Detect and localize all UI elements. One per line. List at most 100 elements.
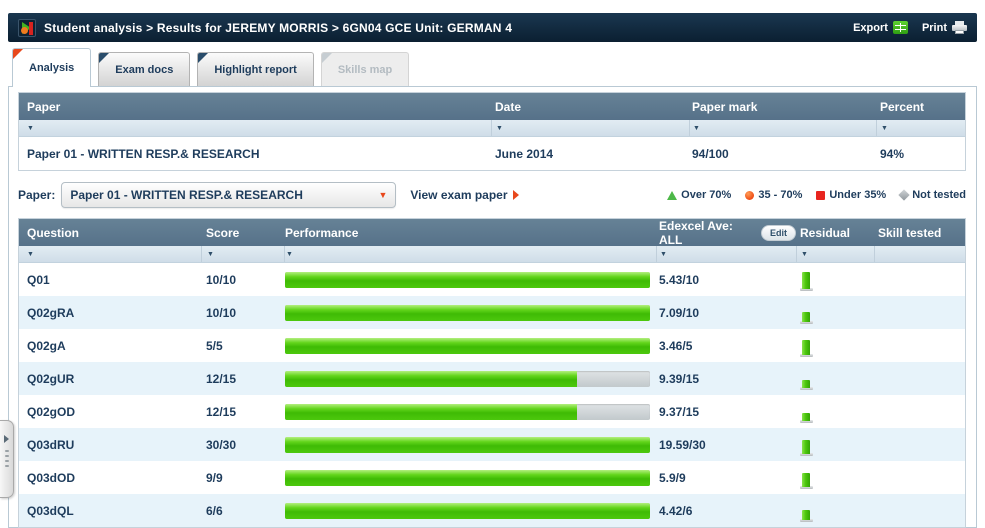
col-header-date: Date	[495, 99, 522, 114]
performance-cell	[284, 304, 656, 321]
question-row-q03dql[interactable]: Q03dQL 6/6 4.42/6	[19, 494, 965, 527]
residual-cell	[796, 434, 874, 456]
print-label: Print	[921, 21, 947, 34]
question-cell: Q02gOD	[27, 404, 76, 419]
performance-bar-fill	[285, 370, 577, 387]
filter-paper-mark[interactable]: ▼	[689, 120, 876, 136]
score-cell: 30/30	[206, 437, 237, 452]
edexcel-ave-cell: 19.59/30	[659, 437, 706, 452]
performance-bar-fill	[285, 469, 650, 486]
residual-cell	[796, 401, 874, 423]
tab-exam-docs[interactable]: Exam docs	[98, 52, 191, 86]
edexcel-ave-cell: 3.46/5	[659, 338, 693, 353]
export-button[interactable]: Export	[853, 21, 908, 34]
filter-dropdown-icon: ▼	[207, 250, 214, 258]
residual-bar-icon	[800, 335, 813, 357]
score-cell: 12/15	[206, 404, 237, 419]
filter-question[interactable]: ▼	[19, 246, 201, 262]
question-row-q02ga[interactable]: Q02gA 5/5 3.46/5	[19, 329, 965, 362]
filter-dropdown-icon: ▼	[693, 124, 700, 132]
question-analysis-table: Question Score Performance Edexcel Ave: …	[18, 218, 966, 528]
col-header-residual: Residual	[800, 225, 851, 240]
side-panel-toggle[interactable]	[0, 420, 14, 498]
filter-score[interactable]: ▼	[201, 246, 284, 262]
legend-item-over-70-: Over 70%	[667, 189, 731, 201]
legend-label: Not tested	[912, 189, 966, 201]
residual-cell	[796, 467, 874, 489]
paper-table-filter-row: ▼ ▼ ▼ ▼	[19, 120, 965, 137]
score-cell: 9/9	[206, 470, 223, 485]
performance-bar-fill	[285, 337, 650, 354]
performance-cell	[284, 337, 656, 354]
square-icon	[816, 190, 826, 200]
question-row-q02god[interactable]: Q02gOD 12/15 9.37/15	[19, 395, 965, 428]
edexcel-ave-cell: 4.42/6	[659, 503, 693, 518]
edexcel-ave-label: Edexcel Ave: ALL	[659, 218, 733, 247]
edexcel-ave-cell: 9.37/15	[659, 404, 700, 419]
tab-corner-fold-icon	[13, 49, 23, 59]
filter-paper[interactable]: ▼	[19, 120, 491, 136]
performance-bar-fill	[285, 271, 650, 288]
tab-highlight-report[interactable]: Highlight report	[197, 52, 314, 86]
paper-mark-cell: 94/100	[692, 146, 729, 161]
question-cell: Q01	[27, 272, 50, 287]
filter-percent[interactable]: ▼	[876, 120, 965, 136]
filter-date[interactable]: ▼	[491, 120, 689, 136]
tab-label: Highlight report	[214, 63, 297, 76]
filter-residual[interactable]: ▼	[796, 246, 874, 262]
tab-label: Analysis	[29, 62, 75, 74]
question-cell: Q03dRU	[27, 437, 75, 452]
view-exam-paper-label: View exam paper	[410, 188, 508, 202]
paper-select-dropdown[interactable]: Paper 01 - WRITTEN RESP.& RESEARCH ▼	[61, 182, 397, 208]
performance-cell	[284, 403, 656, 420]
tab-analysis[interactable]: Analysis	[12, 48, 92, 87]
legend-label: Under 35%	[829, 189, 887, 201]
filter-performance[interactable]: ▼	[284, 246, 656, 262]
legend-item-not-tested: Not tested	[898, 189, 966, 201]
performance-bar-track	[285, 304, 650, 321]
question-cell: Q02gA	[27, 338, 66, 353]
col-header-question: Question	[27, 225, 80, 240]
performance-cell	[284, 370, 656, 387]
question-row-q01[interactable]: Q01 10/10 5.43/10	[19, 263, 965, 296]
col-header-skill-tested: Skill tested	[878, 225, 942, 240]
excel-export-icon	[892, 21, 908, 34]
performance-cell	[284, 271, 656, 288]
paper-name-cell: Paper 01 - WRITTEN RESP.& RESEARCH	[27, 146, 260, 161]
residual-cell	[796, 335, 874, 357]
print-button[interactable]: Print	[922, 21, 967, 34]
paper-table-header: Paper Date Paper mark Percent	[19, 93, 965, 120]
question-row-q02gra[interactable]: Q02gRA 10/10 7.09/10	[19, 296, 965, 329]
view-exam-paper-link[interactable]: View exam paper	[410, 188, 519, 202]
filter-edexcel-ave[interactable]: ▼	[656, 246, 796, 262]
residual-bar-icon	[800, 500, 813, 522]
question-row-q03dru[interactable]: Q03dRU 30/30 19.59/30	[19, 428, 965, 461]
filter-dropdown-icon: ▼	[286, 250, 293, 258]
top-bar: Student analysis > Results for JEREMY MO…	[8, 13, 977, 42]
filter-dropdown-icon: ▼	[881, 124, 888, 132]
residual-bar-icon	[800, 368, 813, 390]
col-header-score: Score	[206, 225, 240, 240]
question-row-q03dod[interactable]: Q03dOD 9/9 5.9/9	[19, 461, 965, 494]
performance-bar-track	[285, 469, 650, 486]
performance-bar-track	[285, 403, 650, 420]
legend-item-under-35-: Under 35%	[816, 189, 886, 201]
dropdown-caret-icon: ▼	[378, 190, 388, 200]
filter-dropdown-icon: ▼	[496, 124, 503, 132]
paper-row[interactable]: Paper 01 - WRITTEN RESP.& RESEARCH June …	[19, 137, 965, 170]
performance-bar-fill	[285, 403, 577, 420]
edit-average-button[interactable]: Edit	[761, 224, 796, 241]
tab-corner-fold-icon	[198, 53, 209, 63]
tab-label: Exam docs	[115, 63, 174, 76]
question-cell: Q03dOD	[27, 470, 76, 485]
legend-label: 35 - 70%	[758, 189, 803, 201]
col-header-percent: Percent	[880, 99, 925, 114]
edexcel-ave-cell: 9.39/15	[659, 371, 700, 386]
performance-cell	[284, 436, 656, 453]
performance-bar-track	[285, 502, 650, 519]
diamond-icon	[898, 189, 910, 201]
filter-skill-tested	[874, 246, 965, 262]
performance-legend: Over 70% 35 - 70% Under 35% Not tested	[667, 189, 966, 201]
question-row-q02gur[interactable]: Q02gUR 12/15 9.39/15	[19, 362, 965, 395]
residual-bar-icon	[800, 401, 813, 423]
